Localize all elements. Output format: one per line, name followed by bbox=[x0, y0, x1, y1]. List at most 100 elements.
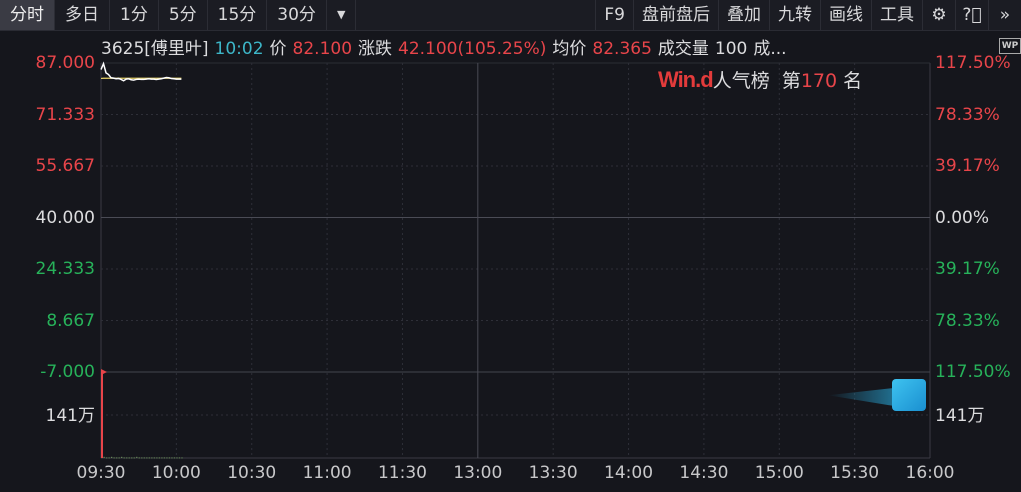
quote-time: 10:02 bbox=[214, 39, 264, 59]
tab-30min[interactable]: 30分 bbox=[267, 0, 327, 30]
volume-bar bbox=[176, 457, 178, 459]
volume-bar bbox=[148, 457, 150, 459]
tab-multiday[interactable]: 多日 bbox=[55, 0, 110, 30]
volume-bar bbox=[101, 374, 103, 458]
avg-label: 均价 bbox=[552, 39, 587, 59]
y-tick-left: -7.000 bbox=[40, 362, 95, 382]
toolbar: 分时 多日 1分 5分 15分 30分 ▼ F9 盘前盘后 叠加 九转 画线 工… bbox=[0, 0, 1021, 31]
y-tick-right: 78.33% bbox=[935, 104, 1000, 125]
volume-bar bbox=[106, 457, 108, 459]
volume-bar bbox=[118, 457, 120, 459]
x-tick-label: 11:00 bbox=[302, 463, 352, 483]
volume-bar bbox=[151, 457, 153, 459]
wind-logo: Win.d bbox=[658, 67, 714, 92]
avg-value: 82.365 bbox=[592, 39, 652, 59]
x-tick-label: 14:00 bbox=[604, 463, 654, 483]
dropdown-triangle-icon[interactable]: ▼ bbox=[327, 0, 357, 30]
volume-bar bbox=[146, 457, 148, 459]
volume-bar bbox=[143, 457, 145, 459]
premarket-afterhours-button[interactable]: 盘前盘后 bbox=[633, 0, 718, 30]
volume-bar bbox=[166, 457, 168, 459]
x-tick-label: 15:00 bbox=[754, 463, 804, 483]
quote-info-bar: 3625[傅里叶] 10:02 价 82.100 涨跌 42.100(105.25%) 均价… bbox=[101, 34, 793, 59]
volume-bar bbox=[113, 457, 115, 459]
volume-bar bbox=[108, 457, 110, 459]
x-tick-label: 10:30 bbox=[227, 463, 277, 483]
volume-bar bbox=[111, 456, 113, 458]
change-value: 42.100(105.25%) bbox=[398, 39, 547, 59]
volume-bar bbox=[168, 457, 171, 459]
stock-code-name: 3625[傅里叶] bbox=[101, 39, 209, 59]
rank-prefix: 第 bbox=[781, 70, 801, 92]
open-marker-icon bbox=[101, 369, 107, 375]
y-tick-right: 78.33% bbox=[935, 310, 1000, 331]
x-tick-label: 15:30 bbox=[830, 463, 880, 483]
volume-bar bbox=[171, 457, 173, 459]
volume-value: 100 bbox=[714, 39, 748, 59]
volume-bar bbox=[181, 457, 183, 459]
f9-button[interactable]: F9 bbox=[595, 0, 633, 30]
volume-label: 成交量 bbox=[657, 39, 709, 59]
x-tick-label: 13:00 bbox=[453, 463, 503, 483]
volume-bar bbox=[121, 456, 123, 458]
gear-icon[interactable]: ⚙ bbox=[922, 0, 955, 30]
price-value: 82.100 bbox=[292, 39, 353, 59]
volume-bar bbox=[153, 457, 155, 459]
change-label: 涨跌 bbox=[358, 39, 393, 59]
volume-bar bbox=[123, 457, 125, 459]
volume-bar bbox=[128, 457, 130, 459]
rank-suffix: 名 bbox=[843, 70, 863, 92]
tools-button[interactable]: 工具 bbox=[871, 0, 922, 30]
y-tick-left: 40.000 bbox=[35, 207, 95, 228]
more-info: 成... bbox=[753, 39, 787, 59]
nine-turn-button[interactable]: 九转 bbox=[769, 0, 820, 30]
volume-bar bbox=[131, 457, 133, 459]
volume-bar bbox=[163, 457, 166, 459]
double-chevron-right-icon[interactable]: » bbox=[988, 0, 1021, 30]
x-tick-label: 13:30 bbox=[528, 463, 578, 483]
y-tick-left: 71.333 bbox=[35, 104, 95, 125]
volume-bar bbox=[133, 457, 135, 459]
y-tick-right: 39.17% bbox=[935, 156, 1000, 176]
tab-1min[interactable]: 1分 bbox=[110, 0, 159, 30]
help-icon[interactable]: ?⃝ bbox=[955, 0, 988, 30]
volume-bar bbox=[103, 456, 105, 458]
volume-bar bbox=[126, 457, 128, 459]
y-tick-right: 0.00% bbox=[935, 207, 990, 228]
y-tick-right: 39.17% bbox=[935, 259, 1000, 279]
floating-assistant-button[interactable] bbox=[892, 379, 926, 411]
volume-axis-right: 141万 bbox=[935, 406, 985, 426]
rank-label: 人气榜 bbox=[712, 70, 770, 92]
volume-bar bbox=[136, 456, 138, 458]
volume-bar bbox=[156, 457, 158, 459]
tab-15min[interactable]: 15分 bbox=[208, 0, 268, 30]
volume-bar bbox=[138, 457, 140, 459]
volume-bar bbox=[173, 457, 176, 459]
y-tick-left: 87.000 bbox=[35, 53, 95, 73]
x-tick-label: 09:30 bbox=[76, 463, 126, 483]
x-tick-label: 14:30 bbox=[679, 463, 729, 483]
volume-bar bbox=[141, 457, 143, 459]
y-tick-left: 55.667 bbox=[35, 156, 95, 176]
x-tick-label: 11:30 bbox=[377, 463, 427, 483]
volume-bar bbox=[158, 457, 160, 459]
x-tick-label: 16:00 bbox=[905, 463, 955, 483]
y-tick-right: 117.50% bbox=[935, 53, 1011, 73]
price-line bbox=[100, 61, 182, 82]
x-tick-label: 10:00 bbox=[151, 463, 201, 483]
volume-bar bbox=[116, 457, 118, 459]
price-label: 价 bbox=[269, 39, 287, 59]
y-tick-left: 8.667 bbox=[46, 310, 95, 331]
overlay-button[interactable]: 叠加 bbox=[718, 0, 769, 30]
volume-axis-left: 141万 bbox=[45, 406, 95, 426]
draw-line-button[interactable]: 画线 bbox=[820, 0, 871, 30]
y-tick-left: 24.333 bbox=[35, 259, 95, 279]
tab-fenshi[interactable]: 分时 bbox=[0, 0, 55, 30]
popularity-rank[interactable]: Win.d人气榜 第170 名 bbox=[658, 66, 862, 93]
tab-5min[interactable]: 5分 bbox=[159, 0, 208, 30]
volume-bar bbox=[178, 457, 181, 459]
rank-value: 170 bbox=[800, 70, 838, 92]
volume-bar bbox=[161, 457, 163, 459]
y-tick-right: 117.50% bbox=[935, 362, 1011, 382]
